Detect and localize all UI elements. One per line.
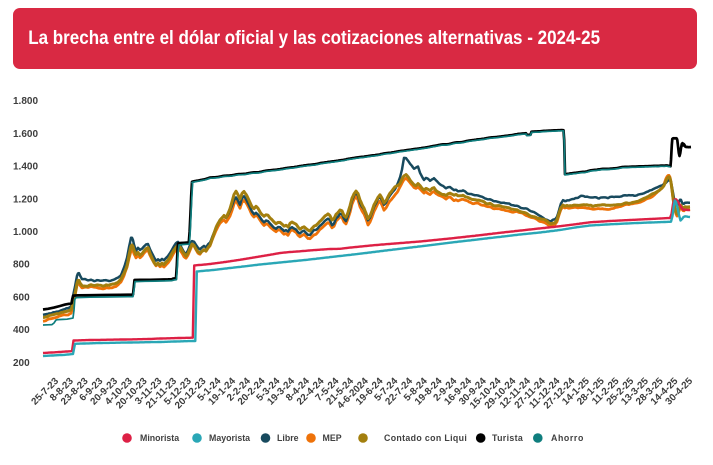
svg-text:400: 400: [13, 325, 30, 336]
svg-text:Mayorista: Mayorista: [209, 433, 250, 443]
svg-text:1.800: 1.800: [13, 96, 38, 107]
svg-text:800: 800: [13, 260, 30, 271]
svg-text:600: 600: [13, 292, 30, 303]
svg-text:1.400: 1.400: [13, 162, 38, 173]
svg-text:Libre: Libre: [277, 433, 299, 443]
svg-text:MEP: MEP: [323, 433, 342, 443]
svg-text:200: 200: [13, 358, 30, 369]
svg-text:Turista: Turista: [492, 433, 523, 443]
svg-text:Ahorro: Ahorro: [551, 433, 584, 443]
svg-text:Contado con Liqui: Contado con Liqui: [384, 433, 467, 443]
svg-text:1.600: 1.600: [13, 129, 38, 140]
svg-text:Minorista: Minorista: [140, 433, 179, 443]
svg-text:1.000: 1.000: [13, 227, 38, 238]
svg-text:1.200: 1.200: [13, 194, 38, 205]
